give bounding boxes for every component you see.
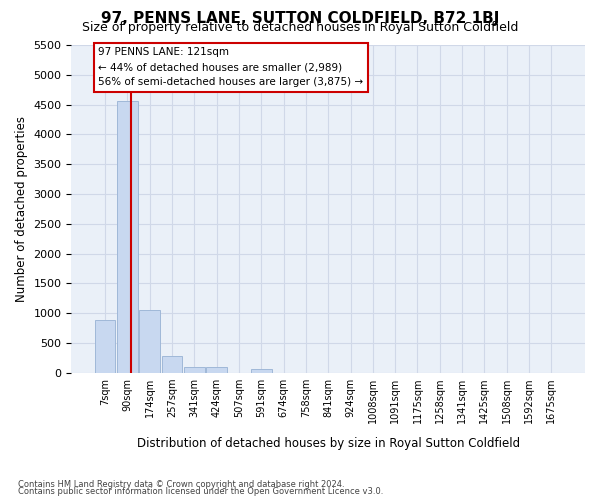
X-axis label: Distribution of detached houses by size in Royal Sutton Coldfield: Distribution of detached houses by size … (137, 437, 520, 450)
Text: Contains public sector information licensed under the Open Government Licence v3: Contains public sector information licen… (18, 487, 383, 496)
Bar (206, 368, 227, 372)
Text: Size of property relative to detached houses in Royal Sutton Coldfield: Size of property relative to detached ho… (82, 21, 518, 34)
Text: 97 PENNS LANE: 121sqm
← 44% of detached houses are smaller (2,989)
56% of semi-d: 97 PENNS LANE: 121sqm ← 44% of detached … (98, 47, 364, 87)
Bar (117, 101, 137, 372)
Text: Contains HM Land Registry data © Crown copyright and database right 2024.: Contains HM Land Registry data © Crown c… (18, 480, 344, 489)
Bar (95, 320, 115, 372)
Text: 97, PENNS LANE, SUTTON COLDFIELD, B72 1BJ: 97, PENNS LANE, SUTTON COLDFIELD, B72 1B… (101, 11, 499, 26)
Bar (184, 368, 205, 372)
Bar (251, 369, 272, 372)
Bar (139, 310, 160, 372)
Bar (162, 356, 182, 372)
Y-axis label: Number of detached properties: Number of detached properties (15, 116, 28, 302)
